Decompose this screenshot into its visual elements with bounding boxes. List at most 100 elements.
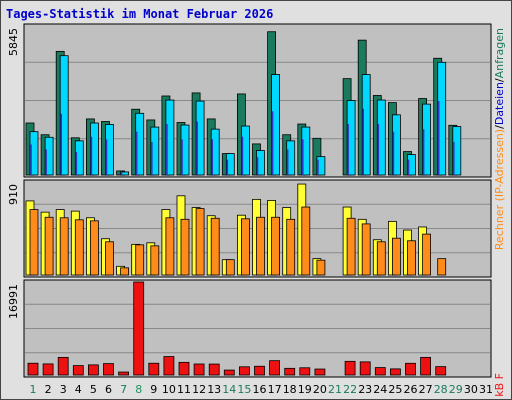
bar-kb: [314, 368, 326, 376]
x-tick-label: 30: [464, 383, 478, 396]
x-tick-label: 18: [283, 383, 297, 396]
bar-besuche: [29, 209, 39, 276]
bar-kb: [405, 362, 416, 376]
x-tick-label: 8: [135, 383, 142, 396]
legend-anfragen: Anfragen: [493, 28, 506, 78]
y-max-label: 16991: [7, 284, 20, 319]
x-tick-label: 21: [328, 383, 342, 396]
bar-kb: [284, 367, 296, 376]
x-tick-label: 1: [30, 383, 37, 396]
bar-kb: [359, 361, 371, 376]
bar-kb: [269, 360, 281, 376]
x-tick-label: 17: [268, 383, 282, 396]
bar-kb: [223, 369, 235, 376]
bar-besuche: [74, 219, 84, 276]
x-tick-label: 19: [298, 383, 312, 396]
bar-dateien: [452, 126, 462, 176]
x-tick-label: 24: [373, 383, 387, 396]
bar-besuche: [210, 217, 220, 276]
bar-besuche: [135, 244, 145, 276]
bar-besuche: [165, 217, 175, 276]
bar-kb: [88, 364, 99, 376]
x-tick-label: 2: [45, 383, 52, 396]
bar-dateien: [271, 74, 281, 176]
x-tick-label: 13: [207, 383, 221, 396]
x-tick-label: 11: [177, 383, 191, 396]
x-tick-label: 10: [162, 383, 176, 396]
legend-bottom: kB F: [493, 373, 506, 397]
bar-besuche: [44, 216, 54, 276]
bar-kb: [27, 362, 39, 376]
bar-kb: [208, 363, 220, 376]
bar-kb: [389, 368, 401, 376]
bar-dateien: [150, 126, 160, 176]
bar-dateien: [59, 55, 69, 176]
bar-besuche: [301, 206, 311, 276]
bar-besuche: [90, 220, 99, 276]
legend-sep: /: [493, 125, 506, 129]
legend-top: Rechner (IP-Adressen)/Dateien/Anfragen: [493, 28, 506, 250]
bar-kb: [118, 371, 129, 376]
bar-besuche: [316, 259, 326, 276]
x-tick-label: 29: [449, 383, 463, 396]
x-tick-label: 20: [313, 383, 327, 396]
bar-dateien: [105, 124, 114, 176]
bar-dateien: [90, 122, 99, 176]
y-max-label: 910: [7, 184, 20, 205]
bar-dateien: [165, 99, 175, 176]
bar-kb: [72, 365, 84, 376]
bar-kb: [374, 367, 386, 376]
legend-dateien: Dateien: [493, 82, 506, 125]
bar-kb: [57, 356, 69, 376]
x-tick-label: 23: [358, 383, 372, 396]
x-tick-label: 16: [253, 383, 267, 396]
bar-kb: [103, 363, 114, 376]
bar-besuche: [271, 216, 281, 276]
bar-besuche: [120, 267, 129, 276]
bar-besuche: [286, 218, 296, 276]
bar-dateien: [225, 153, 235, 176]
x-tick-label: 15: [237, 383, 251, 396]
x-tick-label: 4: [75, 383, 82, 396]
x-tick-label: 14: [222, 383, 236, 396]
x-tick-label: 22: [343, 383, 357, 396]
bar-besuche: [195, 208, 205, 276]
bar-dateien: [195, 100, 205, 176]
bar-besuche: [346, 217, 356, 276]
bar-kb: [178, 361, 190, 376]
x-tick-label: 6: [105, 383, 112, 396]
bar-dateien: [391, 114, 401, 176]
bar-besuche: [256, 216, 265, 276]
bar-dateien: [120, 171, 129, 176]
legend-sep: /: [493, 78, 506, 82]
bar-dateien: [422, 103, 432, 176]
bar-dateien: [376, 99, 386, 176]
bar-kb: [148, 362, 160, 376]
y-max-label: 5845: [7, 28, 20, 56]
bar-kb: [163, 356, 175, 376]
bar-kb: [193, 363, 205, 376]
bar-besuche: [180, 218, 190, 276]
bar-dateien: [286, 140, 296, 176]
legend-rechner-part: Rechner: [493, 201, 506, 250]
bar-besuche: [422, 233, 432, 276]
x-tick-label: 26: [404, 383, 418, 396]
x-tick-label: 25: [388, 383, 402, 396]
bar-kb: [344, 360, 356, 376]
bar-dateien: [74, 140, 84, 176]
bar-kb: [420, 356, 432, 376]
bar-dateien: [210, 128, 220, 176]
bar-kb: [435, 366, 447, 376]
bar-besuche: [407, 240, 416, 276]
x-tick-label: 5: [90, 383, 97, 396]
x-tick-label: 12: [192, 383, 206, 396]
bar-besuche: [150, 245, 160, 276]
bar-besuche: [59, 217, 69, 276]
x-tick-label: 3: [60, 383, 67, 396]
bar-besuche: [105, 241, 114, 276]
bar-besuche: [376, 241, 386, 276]
legend-kb: kB F: [493, 373, 506, 397]
bar-dateien: [316, 156, 326, 176]
bar-kb: [299, 367, 311, 376]
